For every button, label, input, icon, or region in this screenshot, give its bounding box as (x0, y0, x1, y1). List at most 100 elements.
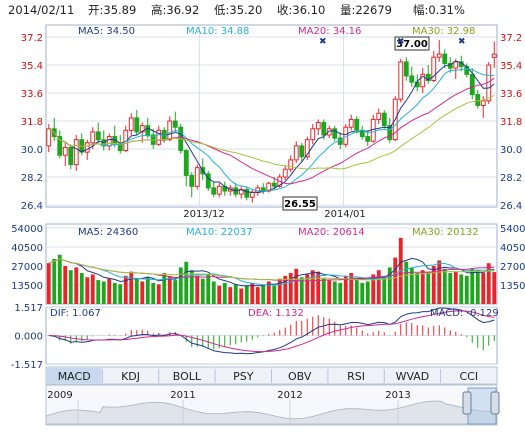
candle-down (425, 73, 431, 82)
candle-down (359, 129, 365, 138)
candle-up (156, 129, 162, 145)
tab-rsi[interactable]: RSI (327, 368, 384, 383)
high-annotation: 37.00 (394, 36, 430, 51)
ma5-line (48, 60, 495, 193)
volume-bar-down (118, 284, 123, 304)
tab-psy[interactable]: PSY (214, 368, 271, 383)
tab-wvad[interactable]: WVAD (383, 368, 440, 383)
macd-legend-macd: MACD: -0.129 (430, 308, 499, 319)
volume-bar-up (250, 282, 255, 304)
tab-background (385, 368, 440, 383)
candle-up (73, 139, 79, 166)
volume-bar-down (338, 282, 343, 304)
volume-bar-down (272, 285, 277, 304)
x-label-2014-01: 2014/01 (324, 209, 366, 220)
volume-tick-right: 27000 (500, 262, 525, 273)
candle-down (354, 118, 360, 131)
legend-ma30: MA30: 32.98 (412, 26, 475, 37)
candle-down (475, 94, 481, 106)
vol-legend-ma20: MA20: 20614 (298, 227, 365, 238)
volume-tick-right: 54000 (500, 224, 525, 235)
vol-legend-ma30: MA30: 20132 (412, 227, 479, 238)
volume-bar-down (145, 277, 150, 304)
candle-up (84, 142, 90, 153)
tab-kdj[interactable]: KDJ (101, 368, 158, 383)
volume-bar-down (354, 280, 359, 304)
candle-up (288, 159, 294, 170)
volume-bar-up (393, 257, 398, 304)
tab-boll[interactable]: BOLL (158, 368, 215, 383)
vol-legend-ma10: MA10: 22037 (186, 227, 253, 238)
event-marker-icon[interactable]: ✖ (458, 37, 466, 47)
candle-up (304, 139, 310, 158)
volume-bar-down (387, 267, 392, 304)
price-tick-right: 37.2 (500, 33, 522, 44)
macd-tick-left: 1.517 (14, 303, 43, 314)
candle-down (134, 117, 140, 133)
volume-bar-up (283, 275, 288, 304)
volume-bar-up (398, 237, 403, 304)
candle-up (431, 56, 437, 82)
tab-label: PSY (233, 370, 254, 383)
candle-up (436, 53, 442, 58)
volume-bar-down (79, 273, 84, 304)
volume-bar-down (200, 278, 205, 304)
tab-background (103, 368, 158, 383)
indicator-tabs: MACD KDJ BOLL PSY OBV RSI WVAD CCI (45, 366, 498, 385)
low-annotation-text: 26.55 (284, 199, 316, 210)
candle-up (326, 128, 332, 136)
volume-bar-down (464, 275, 469, 304)
volume-bar-up (217, 285, 222, 304)
volume-bar-up (492, 272, 497, 304)
candle-up (453, 61, 459, 69)
price-tick-left: 31.8 (21, 117, 43, 128)
legend-ma10: MA10: 34.88 (186, 26, 249, 37)
macd-grid: 1.517 0.000 -1.517 (11, 303, 497, 371)
timeline-year-2013: 2013 (385, 390, 410, 401)
volume-bar-down (299, 277, 304, 304)
price-tick-right: 30.0 (500, 145, 522, 156)
volume-bar-down (332, 281, 337, 304)
volume-bar-up (420, 270, 425, 304)
tab-cci[interactable]: CCI (440, 368, 496, 383)
timeline-year-2009: 2009 (47, 390, 72, 401)
volume-bar-down (261, 284, 266, 304)
volume-bar-down (101, 281, 106, 304)
tab-label: MACD (58, 370, 91, 383)
tab-obv[interactable]: OBV (271, 368, 327, 383)
timeline-right-handle[interactable] (490, 391, 500, 415)
candle-down (172, 120, 178, 128)
volume-bar-down (151, 282, 156, 304)
candle-down (321, 122, 327, 136)
price-tick-right: 28.2 (500, 173, 522, 184)
low-annotation: 26.55 (282, 196, 318, 211)
volume-bar-up (277, 278, 282, 304)
timeline-left-handle[interactable] (462, 391, 472, 415)
header-low: 低:35.20 (214, 3, 262, 17)
event-marker-icon[interactable]: ✖ (397, 37, 405, 47)
candle-up (310, 128, 316, 141)
event-marker-icon[interactable]: ✖ (319, 37, 327, 47)
volume-bar-down (178, 267, 183, 304)
tab-background (216, 368, 271, 383)
legend-ma20: MA20: 34.16 (298, 26, 361, 37)
candle-down (244, 188, 250, 198)
macd-lines (48, 307, 495, 355)
candle-up (348, 118, 354, 128)
candle-down (189, 174, 195, 187)
volume-bar-down (68, 270, 73, 304)
candle-up (249, 192, 255, 198)
header-volume: 量:22679 (340, 3, 392, 17)
volume-bar-up (228, 287, 233, 304)
tab-label: OBV (288, 370, 312, 383)
volume-bar-down (321, 278, 326, 304)
moving-average-lines (48, 60, 495, 193)
price-tick-right: 33.6 (500, 89, 522, 100)
volume-bar-up (327, 280, 332, 304)
tab-macd[interactable]: MACD (47, 368, 102, 383)
volume-bar-up (305, 274, 310, 304)
volume-bar-up (90, 274, 95, 304)
volume-bar-up (239, 288, 244, 304)
candle-up (194, 167, 200, 187)
